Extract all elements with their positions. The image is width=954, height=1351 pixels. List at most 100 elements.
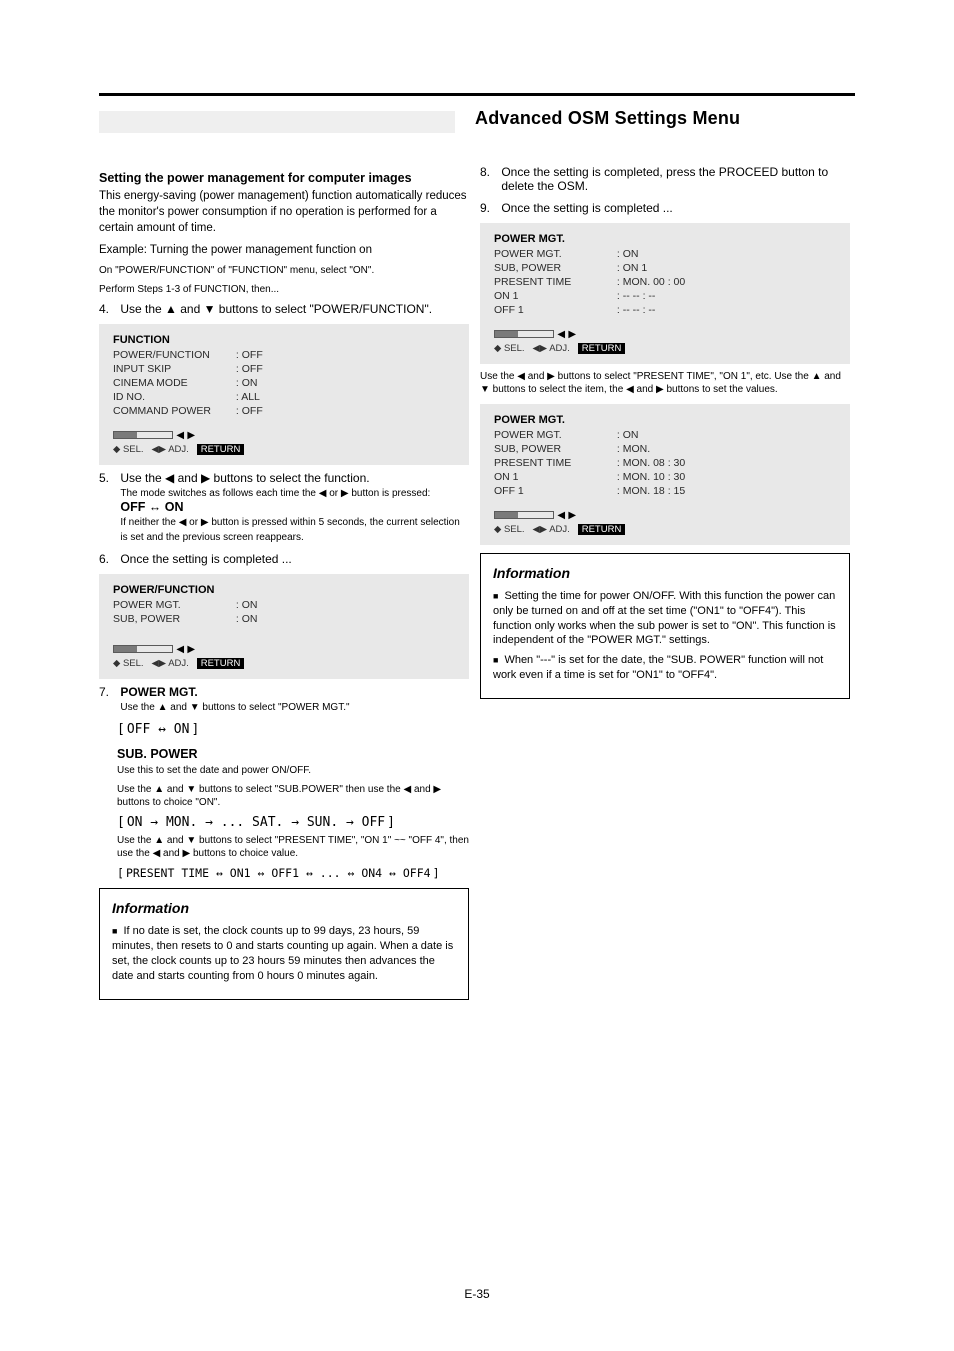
step8b: Use the ▲ and ▼ buttons to select "PRESE…: [117, 834, 469, 860]
information-box-right: Information Setting the time for power O…: [480, 553, 850, 699]
osd-panel-function: FUNCTION POWER/FUNCTION : OFF INPUT SKIP…: [99, 324, 469, 465]
step-num: 4.: [99, 302, 117, 316]
bracket-toggle-3: PRESENT TIME ↔ ON1 ↔ OFF1 ↔ ... ↔ ON4 ↔ …: [117, 866, 469, 880]
step-8: 8. Once the setting is completed, press …: [480, 165, 850, 193]
panel-help-bar: ◀ ▶ ◆ SEL. ◀▶ ADJ. RETURN: [494, 326, 836, 354]
row-label: OFF 1: [494, 304, 614, 316]
step-num: 5.: [99, 471, 117, 485]
row-val: : MON. 08 : 30: [617, 457, 685, 469]
row-val: : -- -- : --: [617, 304, 656, 316]
step8-text: Once the setting is completed, press the…: [501, 165, 841, 193]
nav-right-icon: ▶: [568, 329, 576, 340]
row-label: POWER MGT.: [494, 429, 614, 441]
row-label: ON 1: [494, 471, 614, 483]
row-val: : MON. 18 : 15: [617, 485, 685, 497]
info-title: Information: [493, 564, 837, 583]
nav-right-icon: ▶: [187, 644, 195, 655]
nav-right-icon: ▶: [187, 430, 195, 441]
step-7: 7. POWER MGT. Use the ▲ and ▼ buttons to…: [99, 685, 469, 714]
subpower-head: SUB. POWER: [117, 747, 469, 761]
page-number: E-35: [464, 1287, 489, 1301]
step-6: 6. Once the setting is completed ...: [99, 552, 469, 566]
osd-panel-power-mgt-2: POWER MGT. POWER MGT. : ON SUB, POWER : …: [480, 404, 850, 545]
after-panel3: Use the ◀ and ▶ buttons to select "PRESE…: [480, 370, 850, 396]
help-keys: ◆ SEL. ◀▶ ADJ. RETURN: [494, 343, 836, 354]
top-rule: [99, 93, 855, 96]
row-val: : ALL: [236, 391, 260, 403]
row-val: : MON.: [617, 443, 650, 455]
osd-panel-power-function: POWER/FUNCTION POWER MGT. : ON SUB, POWE…: [99, 574, 469, 679]
step-5: 5. Use the ◀ and ▶ buttons to select the…: [99, 471, 469, 544]
subpower-body: Use this to set the date and power ON/OF…: [117, 764, 469, 777]
step-num: 9.: [480, 201, 498, 215]
progress-bar-icon: [113, 645, 173, 653]
left-column: Setting the power management for compute…: [99, 165, 469, 1000]
bracket-toggle-1: OFF ↔ ON: [117, 722, 469, 737]
row-val: : ON: [236, 599, 258, 611]
row-label: POWER MGT.: [494, 248, 614, 260]
progress-bar-icon: [494, 511, 554, 519]
row-val: : ON: [236, 377, 258, 389]
row-label: ON 1: [494, 290, 614, 302]
perform-line: Perform Steps 1-3 of FUNCTION, then...: [99, 283, 469, 296]
row-label: SUB, POWER: [494, 262, 614, 274]
row-label: SUB, POWER: [113, 613, 233, 625]
toggle-line: OFF ↔ ON: [120, 500, 183, 514]
panel-help-bar: ◀ ▶ ◆ SEL. ◀▶ ADJ. RETURN: [113, 427, 455, 455]
row-val: : OFF: [236, 349, 263, 361]
panel-title: POWER MGT.: [494, 233, 836, 245]
row-val: : ON: [617, 429, 639, 441]
step7-b: Use the ▲ and ▼ buttons to select "POWER…: [120, 702, 349, 713]
help-keys: ◆ SEL. ◀▶ ADJ. RETURN: [113, 444, 455, 455]
row-label: COMMAND POWER: [113, 405, 233, 417]
step-9: 9. Once the setting is completed ...: [480, 201, 850, 215]
pm-head: POWER MGT.: [120, 685, 197, 699]
info-bullet: If no date is set, the clock counts up t…: [112, 924, 456, 983]
section-title: Setting the power management for compute…: [99, 171, 469, 185]
row-label: SUB, POWER: [494, 443, 614, 455]
row-val: : ON: [617, 248, 639, 260]
header-shade: [99, 111, 455, 133]
panel-title: POWER/FUNCTION: [113, 584, 455, 596]
help-keys: ◆ SEL. ◀▶ ADJ. RETURN: [113, 658, 455, 669]
row-val: : -- -- : --: [617, 290, 656, 302]
step6-text: Once the setting is completed ...: [120, 552, 460, 566]
info-bullet: Setting the time for power ON/OFF. With …: [493, 589, 837, 648]
step5-l2: The mode switches as follows each time t…: [120, 488, 430, 499]
row-val: : OFF: [236, 405, 263, 417]
step9-text: Once the setting is completed ...: [501, 201, 841, 215]
pre-note: On "POWER/FUNCTION" of "FUNCTION" menu, …: [99, 264, 469, 277]
step-num: 8.: [480, 165, 498, 179]
row-label: PRESENT TIME: [494, 276, 614, 288]
row-val: : MON. 10 : 30: [617, 471, 685, 483]
manual-page: Advanced OSM Settings Menu Setting the p…: [0, 0, 954, 1351]
row-val: : MON. 00 : 00: [617, 276, 685, 288]
nav-right-icon: ▶: [568, 510, 576, 521]
progress-bar-icon: [494, 330, 554, 338]
nav-left-icon: ◀: [176, 644, 184, 655]
row-label: OFF 1: [494, 485, 614, 497]
information-box-left: Information If no date is set, the clock…: [99, 888, 469, 999]
help-keys: ◆ SEL. ◀▶ ADJ. RETURN: [494, 524, 836, 535]
step-num: 6.: [99, 552, 117, 566]
bracket-toggle-2: ON → MON. → ... SAT. → SUN. → OFF: [117, 815, 469, 830]
nav-left-icon: ◀: [557, 329, 565, 340]
nav-left-icon: ◀: [176, 430, 184, 441]
step7-text: POWER MGT. Use the ▲ and ▼ buttons to se…: [120, 685, 460, 714]
progress-bar-icon: [113, 431, 173, 439]
intro-paragraph: This energy-saving (power management) fu…: [99, 188, 469, 236]
panel-title: POWER MGT.: [494, 414, 836, 426]
row-label: POWER MGT.: [113, 599, 233, 611]
right-column: 8. Once the setting is completed, press …: [480, 165, 850, 699]
example-line: Example: Turning the power management fu…: [99, 242, 469, 258]
info-bullet: When "---" is set for the date, the "SUB…: [493, 653, 837, 683]
row-label: INPUT SKIP: [113, 363, 233, 375]
step-num: 7.: [99, 685, 117, 699]
step5-text: Use the ◀ and ▶ buttons to select the fu…: [120, 471, 460, 544]
info-title: Information: [112, 899, 456, 918]
panel-help-bar: ◀ ▶ ◆ SEL. ◀▶ ADJ. RETURN: [494, 507, 836, 535]
nav-left-icon: ◀: [557, 510, 565, 521]
step-4: 4. Use the ▲ and ▼ buttons to select "PO…: [99, 302, 469, 316]
row-label: PRESENT TIME: [494, 457, 614, 469]
row-label: ID NO.: [113, 391, 233, 403]
